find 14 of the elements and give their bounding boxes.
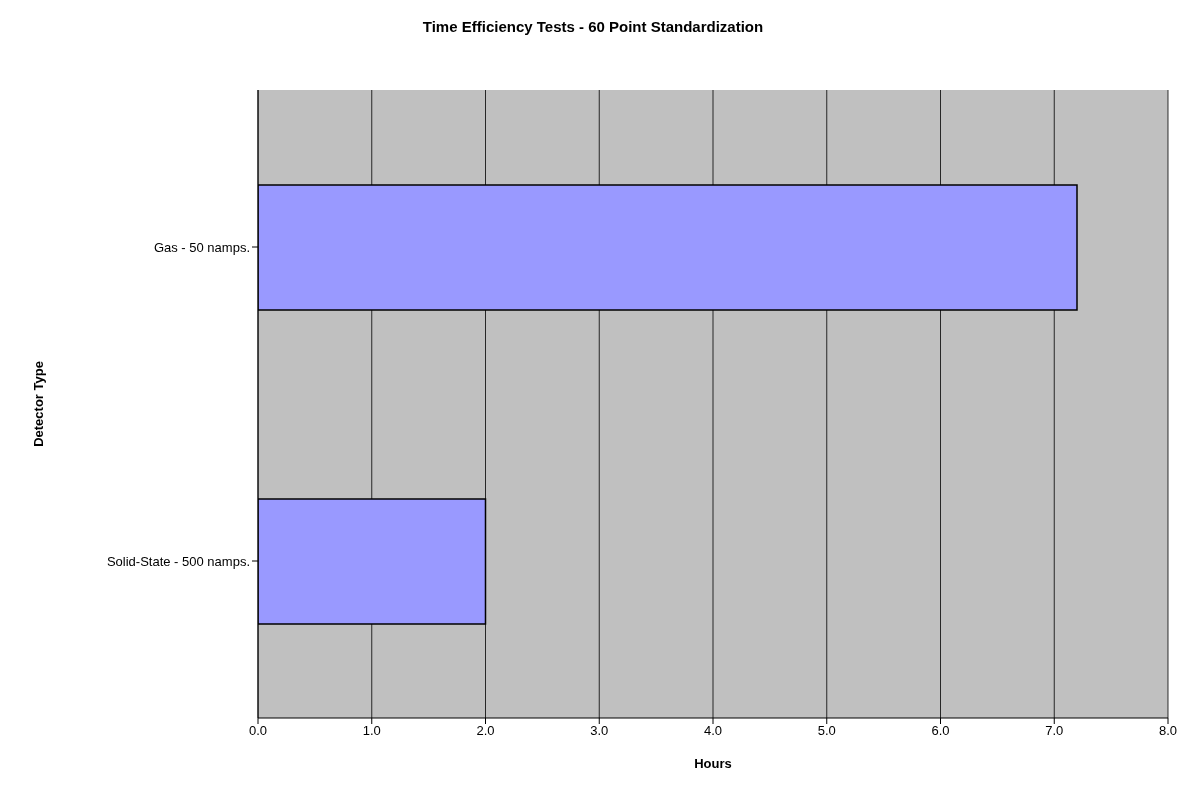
x-axis-title: Hours xyxy=(694,756,732,771)
y-tick-label: Gas - 50 namps. xyxy=(153,239,250,255)
x-tick-label: 1.0 xyxy=(362,723,381,739)
x-tick-label: 8.0 xyxy=(1158,723,1178,739)
x-tick-label: 0.0 xyxy=(248,723,268,739)
x-tick-label: 6.0 xyxy=(931,723,950,739)
y-tick-label: Solid-State - 500 namps. xyxy=(106,553,250,569)
x-tick-label: 7.0 xyxy=(1045,723,1064,739)
x-tick-label: 5.0 xyxy=(817,723,836,739)
y-axis-title: Detector Type xyxy=(30,361,46,447)
chart-title: Time Efficiency Tests - 60 Point Standardization xyxy=(421,18,765,35)
x-tick-label: 2.0 xyxy=(476,723,495,739)
x-tick-label: 3.0 xyxy=(590,723,609,739)
x-tick-label: 4.0 xyxy=(703,723,723,739)
